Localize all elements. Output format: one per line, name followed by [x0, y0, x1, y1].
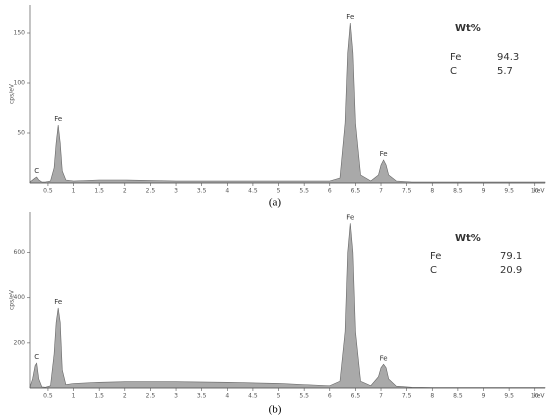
y-tick-label: 100: [14, 80, 26, 87]
peak-label: Fe: [346, 213, 354, 221]
x-tick-label: 6: [328, 393, 332, 400]
peak-label: C: [34, 167, 39, 175]
y-axis-label: cps/eV: [9, 289, 16, 310]
x-tick-label: 8: [430, 188, 434, 195]
x-tick-label: 10: [531, 188, 539, 195]
x-tick-label: 1: [72, 188, 76, 195]
panel-label: (a): [269, 197, 282, 209]
x-tick-label: 9: [482, 393, 486, 400]
element: Fe: [450, 52, 461, 63]
weight-percent: 20.9: [500, 265, 522, 276]
peak-label: Fe: [346, 13, 354, 21]
x-tick-label: 1: [72, 393, 76, 400]
x-tick-label: 7: [379, 188, 383, 195]
peak-label: Fe: [54, 298, 62, 306]
x-tick-label: 3: [174, 393, 178, 400]
element: C: [450, 66, 457, 77]
element: C: [430, 265, 437, 276]
x-tick-label: 1.5: [94, 188, 104, 195]
x-tick-label: 3.5: [197, 188, 207, 195]
x-tick-label: 7.5: [402, 393, 412, 400]
y-tick-label: 50: [17, 130, 25, 137]
x-tick-label: 0.5: [43, 393, 53, 400]
element: Fe: [430, 251, 441, 262]
x-tick-label: 5.5: [299, 393, 309, 400]
x-tick-label: 5: [277, 393, 281, 400]
spectrum: [29, 223, 546, 389]
x-tick-label: 6.5: [351, 188, 361, 195]
x-tick-label: 4.5: [248, 188, 258, 195]
x-tick-label: 5: [277, 188, 281, 195]
x-tick-label: 3.5: [197, 393, 207, 400]
x-tick-label: 1.5: [94, 393, 104, 400]
x-tick-label: 0.5: [43, 188, 53, 195]
x-tick-label: 9: [482, 188, 486, 195]
x-tick-label: 9.5: [504, 188, 514, 195]
x-tick-label: 2.5: [146, 393, 156, 400]
y-axis-label: cps/eV: [9, 83, 16, 104]
panel-label: (b): [269, 404, 282, 416]
y-tick-label: 400: [14, 294, 26, 301]
x-tick-label: 4: [225, 188, 229, 195]
x-tick-label: 10: [531, 393, 539, 400]
x-axis-label: keV: [533, 393, 545, 400]
x-tick-label: 4.5: [248, 393, 258, 400]
x-tick-label: 8: [430, 393, 434, 400]
x-tick-label: 9.5: [504, 393, 514, 400]
x-tick-label: 5.5: [299, 188, 309, 195]
x-tick-label: 6.5: [351, 393, 361, 400]
x-tick-label: 8.5: [453, 188, 463, 195]
x-tick-label: 8.5: [453, 393, 463, 400]
x-tick-label: 7: [379, 393, 383, 400]
x-tick-label: 6: [328, 188, 332, 195]
x-axis-label: keV: [533, 188, 545, 195]
x-tick-label: 3: [174, 188, 178, 195]
weight-percent: 79.1: [500, 251, 522, 262]
x-tick-label: 4: [225, 393, 229, 400]
x-tick-label: 2.5: [146, 188, 156, 195]
x-tick-label: 7.5: [402, 188, 412, 195]
y-tick-label: 600: [14, 249, 26, 256]
weight-percent: 94.3: [497, 52, 519, 63]
y-tick-label: 200: [14, 339, 26, 346]
table-title: Wt%: [455, 23, 481, 34]
peak-label: C: [34, 353, 39, 361]
table-title: Wt%: [455, 233, 481, 244]
x-tick-label: 2: [123, 393, 127, 400]
x-tick-label: 2: [123, 188, 127, 195]
peak-label: Fe: [380, 354, 388, 362]
peak-label: Fe: [54, 115, 62, 123]
peak-label: Fe: [380, 150, 388, 158]
y-tick-label: 150: [14, 30, 26, 37]
weight-percent: 5.7: [497, 66, 513, 77]
spectrum: [29, 22, 546, 184]
